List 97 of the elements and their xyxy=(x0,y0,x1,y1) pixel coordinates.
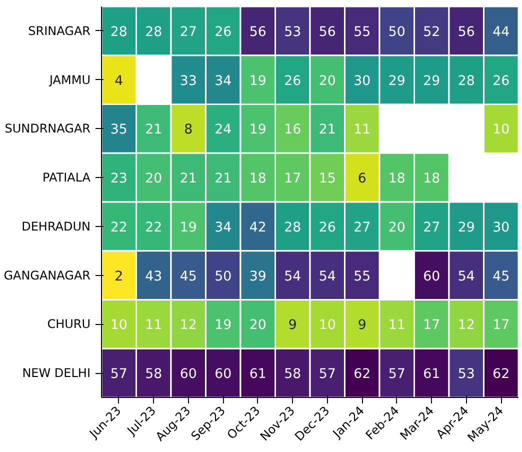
data-label: 12 xyxy=(180,318,197,334)
data-label: 11 xyxy=(354,122,371,138)
data-label: 62 xyxy=(492,367,510,382)
y-tick-label: CHURU xyxy=(47,317,91,332)
data-label: 29 xyxy=(388,74,406,89)
data-label: 12 xyxy=(458,318,475,334)
data-label: 20 xyxy=(388,220,406,236)
data-label: 57 xyxy=(110,367,128,382)
data-label: 44 xyxy=(492,24,510,40)
data-label: 35 xyxy=(110,122,128,138)
data-label: 18 xyxy=(249,172,266,187)
data-label: 16 xyxy=(284,122,302,138)
data-label: 9 xyxy=(288,318,297,334)
data-label: 26 xyxy=(492,74,510,89)
data-label: 55 xyxy=(354,24,371,40)
data-label: 52 xyxy=(423,24,440,40)
data-label: 50 xyxy=(388,24,406,40)
data-label: 21 xyxy=(318,122,336,138)
data-label: 30 xyxy=(492,220,510,236)
data-label: 29 xyxy=(458,220,475,236)
data-label: 2 xyxy=(114,269,124,284)
data-label: 26 xyxy=(214,24,232,40)
y-tick-label: GANGANAGAR xyxy=(4,268,90,282)
data-label: 29 xyxy=(423,74,440,89)
data-label: 61 xyxy=(249,367,266,382)
data-label: 21 xyxy=(145,122,162,138)
data-label: 45 xyxy=(180,269,197,284)
data-label: 18 xyxy=(423,172,440,187)
data-label: 15 xyxy=(318,172,336,187)
data-label: 26 xyxy=(284,74,302,89)
data-label: 19 xyxy=(249,122,266,138)
data-label: 61 xyxy=(423,367,440,382)
data-label: 62 xyxy=(354,367,371,382)
data-label: 20 xyxy=(249,318,266,334)
data-label: 19 xyxy=(249,74,266,89)
data-label: 39 xyxy=(249,269,266,284)
y-tick-label: SRINAGAR xyxy=(28,24,91,38)
data-label: 26 xyxy=(318,220,336,236)
data-label: 42 xyxy=(249,220,266,236)
data-label: 54 xyxy=(284,269,302,284)
data-label: 54 xyxy=(458,269,475,284)
data-label: 30 xyxy=(354,74,371,89)
data-label: 50 xyxy=(214,269,232,284)
data-label: 45 xyxy=(492,269,510,284)
data-label: 58 xyxy=(284,367,302,382)
data-label: 10 xyxy=(110,318,128,334)
data-label: 18 xyxy=(388,172,406,187)
y-tick-label: PATIALA xyxy=(42,170,92,185)
data-label: 10 xyxy=(492,122,510,138)
data-label: 34 xyxy=(214,220,232,236)
data-label: 28 xyxy=(145,24,162,40)
data-label: 27 xyxy=(180,24,197,40)
data-label: 11 xyxy=(145,318,162,334)
data-label: 21 xyxy=(214,172,232,187)
data-label: 17 xyxy=(492,318,510,334)
data-label: 28 xyxy=(458,74,475,89)
y-tick-label: NEW DELHI xyxy=(22,366,91,380)
data-label: 19 xyxy=(214,318,232,334)
data-label: 11 xyxy=(388,318,406,334)
data-label: 20 xyxy=(318,74,336,89)
data-label: 60 xyxy=(423,269,440,284)
data-label: 56 xyxy=(458,24,475,40)
data-label: 56 xyxy=(318,24,336,40)
data-label: 57 xyxy=(388,367,406,382)
data-label: 17 xyxy=(423,318,440,334)
data-label: 34 xyxy=(214,74,232,89)
data-label: 58 xyxy=(145,367,162,382)
y-tick-label: DEHRADUN xyxy=(22,219,90,234)
data-label: 8 xyxy=(184,122,193,138)
data-label: 24 xyxy=(214,122,232,138)
data-label: 55 xyxy=(354,269,371,284)
data-label: 22 xyxy=(145,220,162,236)
data-label: 57 xyxy=(318,367,336,382)
data-label: 27 xyxy=(354,220,371,236)
data-label: 28 xyxy=(110,24,128,40)
data-label: 53 xyxy=(284,24,302,40)
data-label: 60 xyxy=(214,367,232,382)
data-label: 20 xyxy=(145,172,162,187)
data-label: 33 xyxy=(180,74,197,89)
data-label: 6 xyxy=(358,172,366,187)
data-label: 43 xyxy=(145,269,162,284)
data-label: 28 xyxy=(284,220,302,236)
data-label: 56 xyxy=(249,24,266,40)
data-label: 21 xyxy=(180,172,197,187)
data-label: 4 xyxy=(114,74,124,89)
data-label: 9 xyxy=(358,318,366,334)
data-label: 23 xyxy=(110,172,128,187)
y-tick-label: JAMMU xyxy=(48,72,91,87)
y-tick-label: SUNDRNAGAR xyxy=(4,122,91,136)
data-label: 54 xyxy=(318,269,336,284)
data-label: 27 xyxy=(423,220,440,236)
data-label: 60 xyxy=(180,367,197,382)
data-label: 22 xyxy=(110,220,128,236)
data-label: 53 xyxy=(458,367,475,382)
data-label: 17 xyxy=(284,172,302,187)
data-label: 10 xyxy=(318,318,336,334)
data-label: 19 xyxy=(180,220,197,236)
